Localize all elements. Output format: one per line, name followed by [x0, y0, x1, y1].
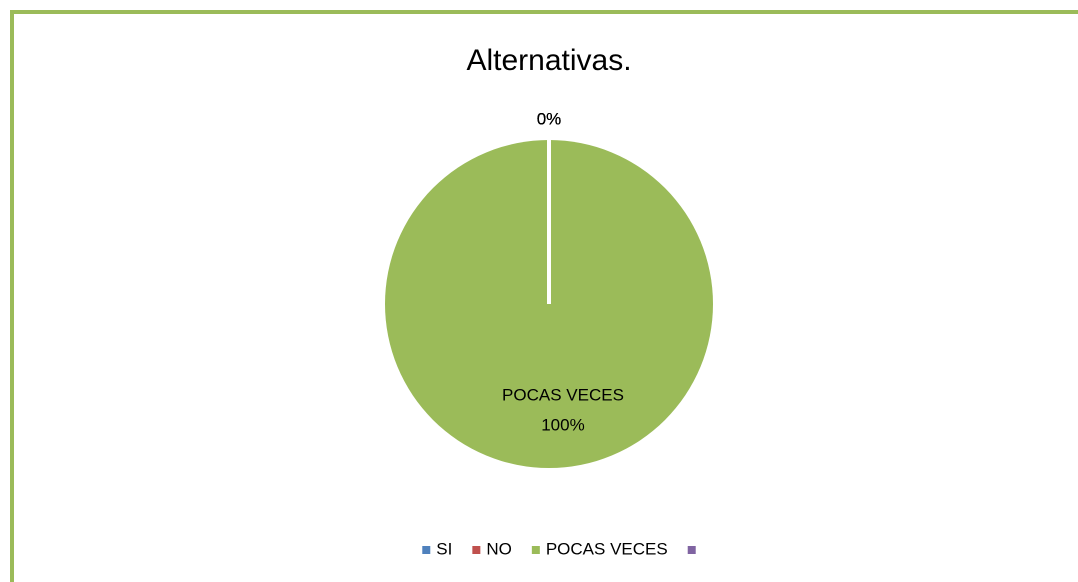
chart-title: Alternativas. [466, 44, 631, 77]
data-label: 0% [537, 109, 562, 128]
legend-label: NO [486, 539, 512, 558]
legend-label: SI [436, 539, 452, 558]
data-label: 100% [541, 415, 584, 434]
legend-swatch [472, 546, 481, 554]
legend-swatch [687, 546, 696, 554]
data-label-category: POCAS VECES [502, 385, 624, 404]
legend-label: POCAS VECES [546, 539, 668, 558]
legend-swatch [531, 546, 540, 554]
data-label: 0% [537, 109, 562, 128]
legend-swatch [422, 546, 431, 554]
data-label: 0% [537, 109, 562, 128]
